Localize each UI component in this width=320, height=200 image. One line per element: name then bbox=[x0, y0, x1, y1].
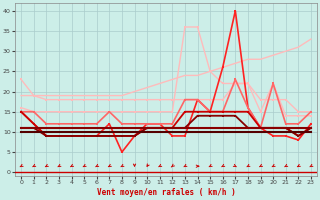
X-axis label: Vent moyen/en rafales ( km/h ): Vent moyen/en rafales ( km/h ) bbox=[97, 188, 236, 197]
